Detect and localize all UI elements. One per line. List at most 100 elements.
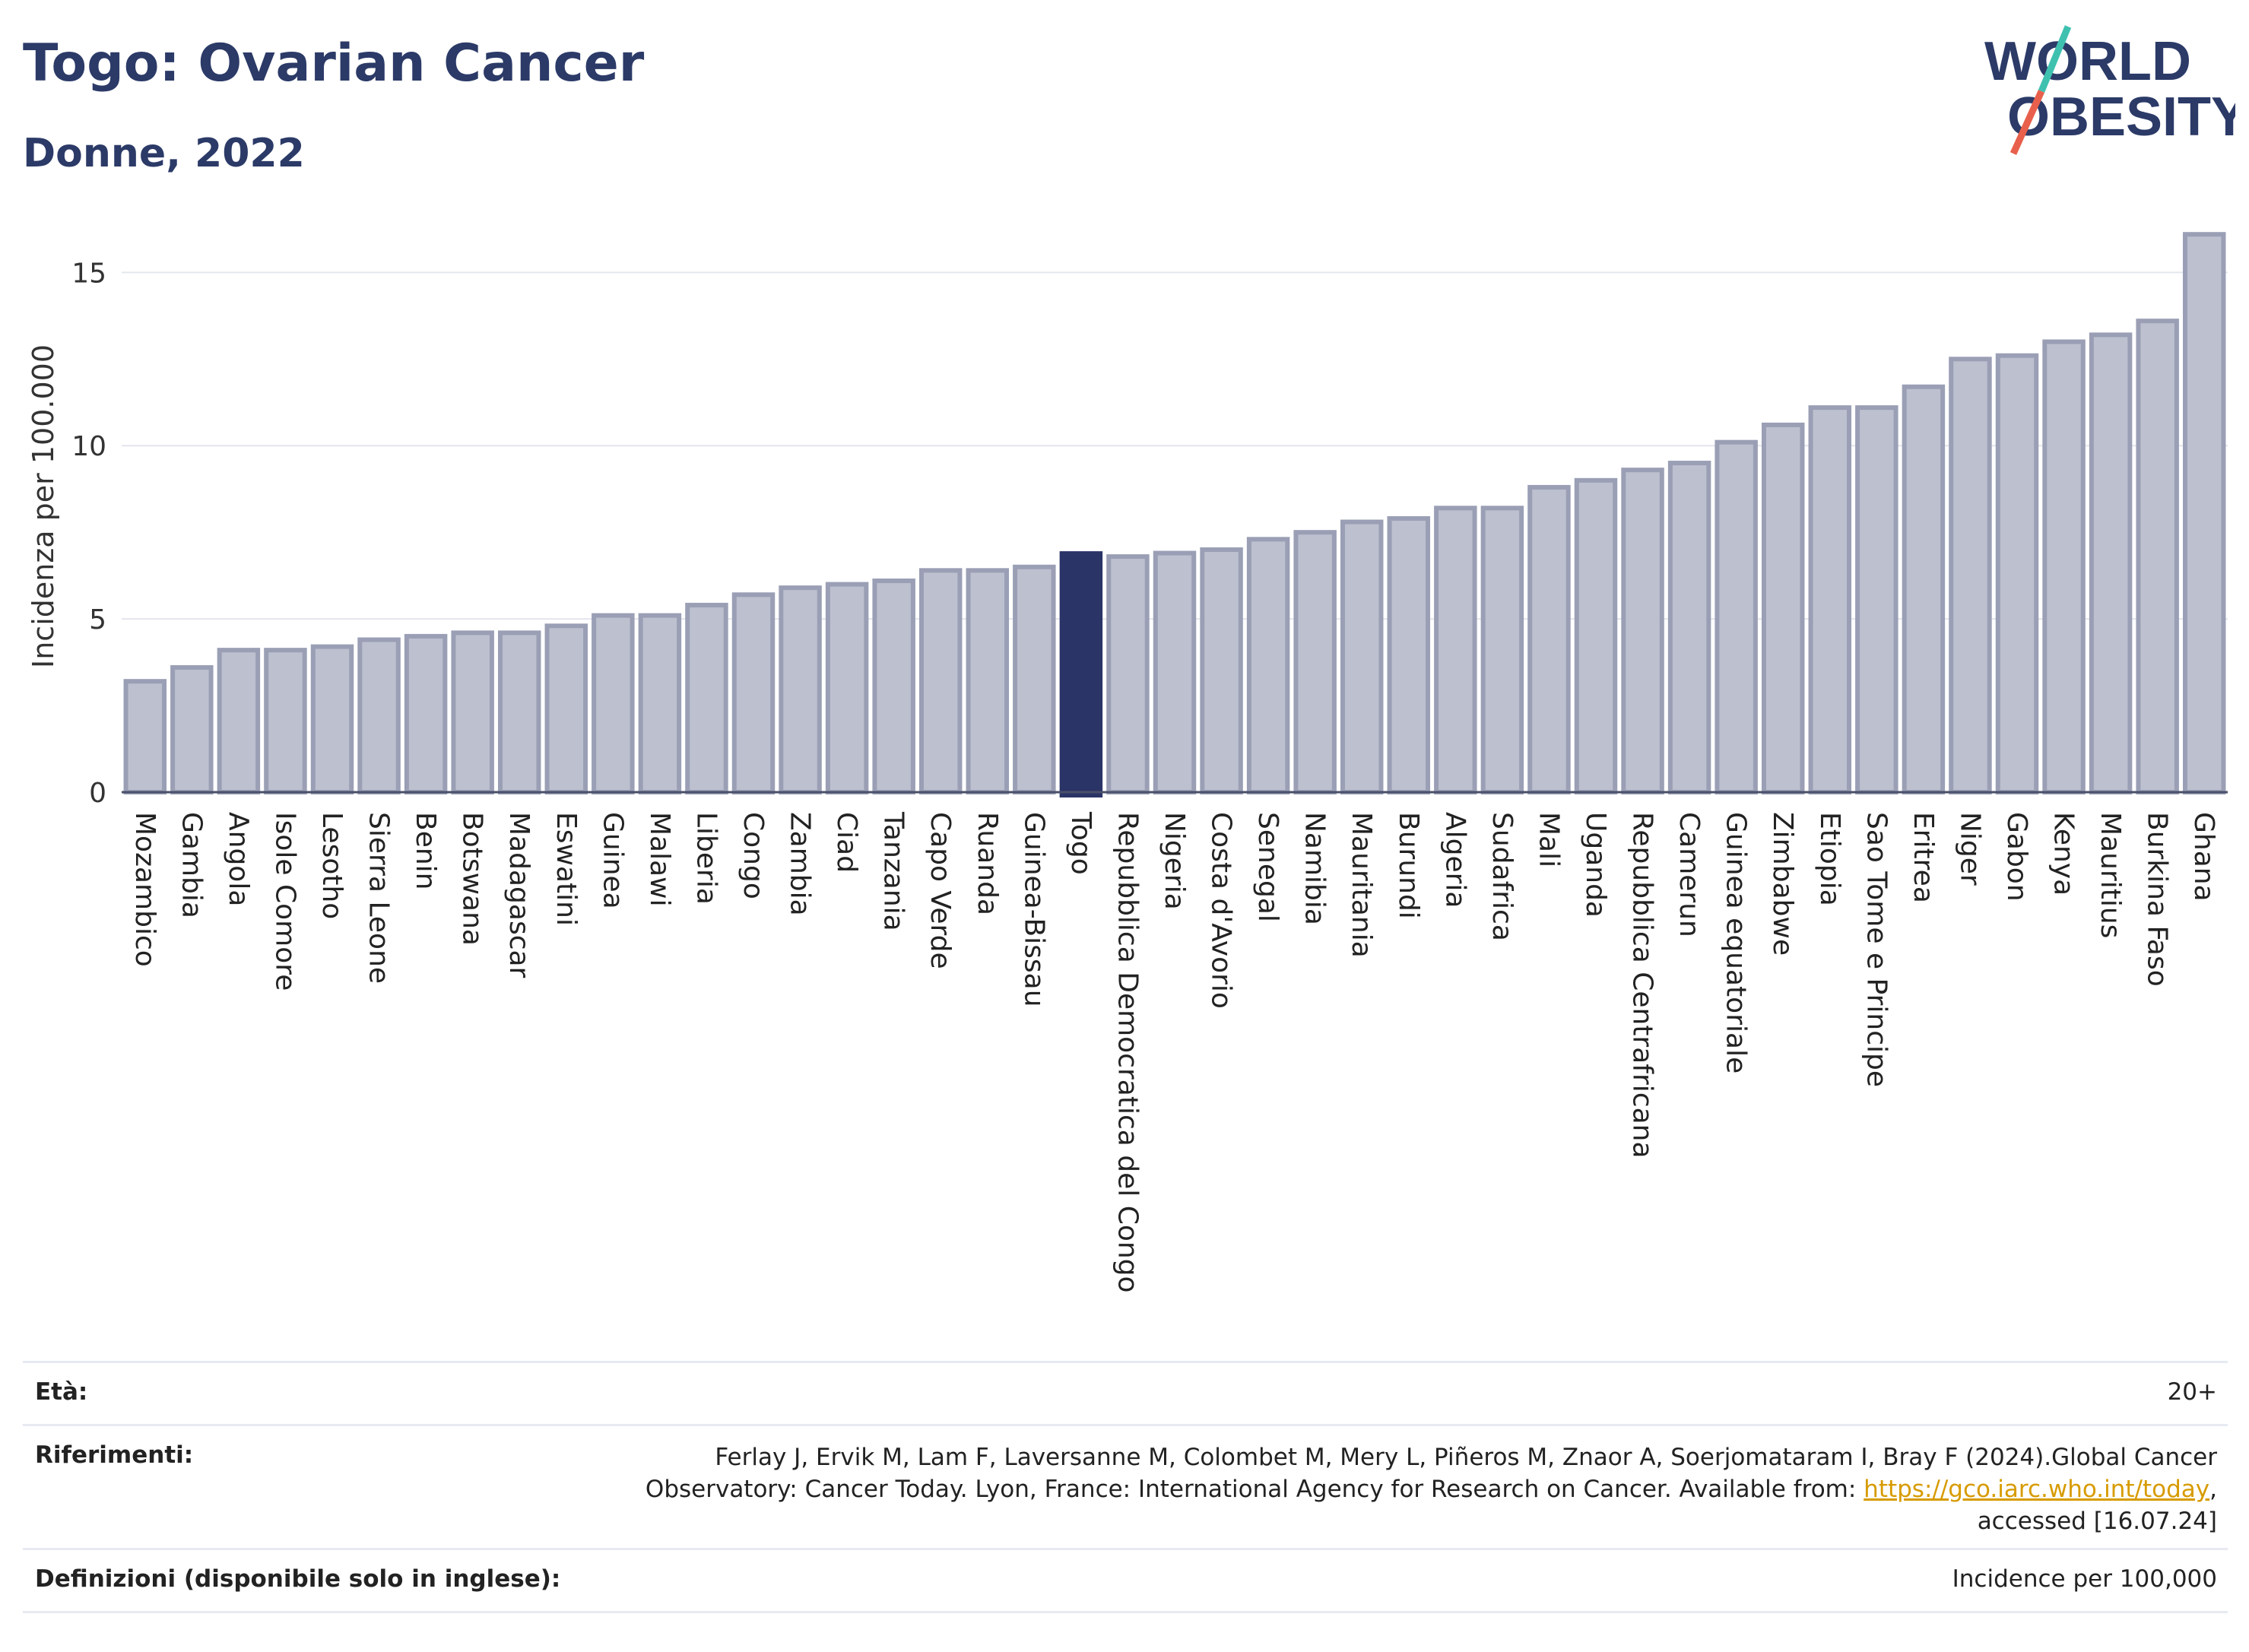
bar bbox=[2042, 339, 2086, 794]
bar bbox=[1902, 384, 1946, 795]
bar bbox=[1340, 519, 1384, 794]
bar bbox=[2182, 232, 2226, 795]
bar bbox=[264, 648, 307, 795]
bar bbox=[966, 568, 1010, 794]
bar bbox=[1200, 547, 1243, 795]
x-tick-label: Botswana bbox=[457, 812, 488, 946]
bar bbox=[592, 613, 635, 795]
x-tick-label: Algeria bbox=[1439, 812, 1470, 908]
bar bbox=[1246, 537, 1290, 795]
x-tick-label: Kenya bbox=[2048, 812, 2079, 896]
bar bbox=[1761, 422, 1805, 794]
logo-line1: WORLD bbox=[1984, 31, 2191, 92]
footer-row-age: Età: 20+ bbox=[23, 1361, 2228, 1424]
x-tick-label: Guinea equatoriale bbox=[1721, 812, 1752, 1073]
footer-table: Età: 20+ Riferimenti: Ferlay J, Ervik M,… bbox=[23, 1361, 2228, 1613]
bar bbox=[638, 613, 682, 795]
x-tick-label: Repubblica Democratica del Congo bbox=[1112, 812, 1143, 1293]
bar bbox=[1387, 515, 1431, 795]
bar bbox=[1153, 550, 1197, 794]
bar bbox=[779, 585, 822, 794]
bar bbox=[544, 623, 588, 795]
bar bbox=[404, 633, 448, 795]
bar bbox=[1527, 484, 1571, 795]
x-tick-label: Uganda bbox=[1580, 812, 1611, 918]
references-value: Ferlay J, Ervik M, Lam F, Laversanne M, … bbox=[560, 1441, 2217, 1537]
chart-subtitle: Donne, 2022 bbox=[23, 131, 305, 176]
x-tick-label: Mauritius bbox=[2095, 812, 2126, 938]
bar bbox=[1667, 461, 1711, 794]
bar bbox=[497, 630, 541, 794]
x-tick-label: Eswatini bbox=[550, 812, 582, 926]
bar bbox=[2089, 332, 2133, 794]
x-tick-label: Eritrea bbox=[1908, 812, 1939, 903]
definitions-value: Incidence per 100,000 bbox=[1952, 1565, 2217, 1593]
x-tick-label: Madagascar bbox=[503, 812, 534, 978]
x-tick-label: Repubblica Centrafricana bbox=[1627, 812, 1658, 1159]
x-tick-label: Camerun bbox=[1673, 812, 1705, 937]
definitions-label: Definizioni (disponibile solo in inglese… bbox=[35, 1565, 561, 1593]
bar bbox=[1480, 506, 1524, 795]
x-tick-label: Zimbabwe bbox=[1767, 812, 1798, 956]
bar bbox=[123, 679, 167, 795]
bar-chart: 0 5 10 15 Incidenza per 100.000 Mozambico Gamb… bbox=[27, 232, 2228, 1293]
x-tick-label: Sao Tome e Principe bbox=[1860, 812, 1892, 1087]
x-tick-label: Niger bbox=[1954, 812, 1985, 886]
bar bbox=[1059, 551, 1103, 797]
references-label: Riferimenti: bbox=[35, 1441, 194, 1469]
world-obesity-logo: WORLD OBESITY bbox=[1984, 25, 2235, 155]
bar bbox=[1293, 530, 1337, 794]
x-tick-label: Mauritania bbox=[1346, 812, 1377, 958]
footer-row-references: Riferimenti: Ferlay J, Ervik M, Lam F, L… bbox=[23, 1424, 2228, 1548]
y-tick-label: 10 bbox=[71, 431, 106, 462]
x-tick-label: Isole Comore bbox=[269, 812, 300, 991]
x-tick-label: Lesotho bbox=[316, 812, 347, 919]
x-tick-label: Gambia bbox=[176, 812, 207, 918]
x-tick-label: Congo bbox=[738, 812, 769, 899]
bar bbox=[872, 578, 915, 794]
x-tick-label: Mozambico bbox=[129, 812, 160, 967]
x-tick-label: Ghana bbox=[2188, 812, 2219, 902]
footer-row-definitions: Definizioni (disponibile solo in inglese… bbox=[23, 1548, 2228, 1613]
x-tick-label: Sierra Leone bbox=[363, 812, 395, 984]
bar bbox=[1855, 405, 1898, 794]
age-value: 20+ bbox=[2167, 1378, 2217, 1406]
bar bbox=[825, 582, 869, 795]
y-tick-label: 0 bbox=[89, 778, 106, 809]
x-tick-label: Sudafrica bbox=[1486, 812, 1518, 941]
y-tick-label: 15 bbox=[71, 258, 106, 289]
x-tick-label: Namibia bbox=[1299, 812, 1331, 925]
x-tick-label: Guinea bbox=[597, 812, 628, 909]
references-text-end: , accessed [16.07.24] bbox=[1977, 1476, 2217, 1535]
bar bbox=[310, 644, 354, 795]
bar bbox=[685, 602, 728, 795]
references-link[interactable]: https://gco.iarc.who.int/today bbox=[1864, 1476, 2210, 1503]
y-tick-label: 5 bbox=[89, 604, 106, 636]
x-tick-label: Burkina Faso bbox=[2142, 812, 2173, 987]
x-tick-label: Togo bbox=[1065, 811, 1096, 875]
bar bbox=[2136, 319, 2179, 795]
x-tick-label: Benin bbox=[410, 812, 441, 889]
x-tick-label: Gabon bbox=[2001, 812, 2032, 902]
bar bbox=[1949, 357, 1992, 794]
bar bbox=[451, 630, 494, 794]
bar bbox=[731, 592, 776, 795]
y-axis-label: Incidenza per 100.000 bbox=[27, 344, 60, 668]
x-tick-label: Mali bbox=[1533, 812, 1564, 867]
x-tick-label: Ruanda bbox=[972, 812, 1003, 915]
bar bbox=[217, 648, 261, 795]
x-tick-label: Burundi bbox=[1393, 812, 1424, 919]
references-text: Ferlay J, Ervik M, Lam F, Laversanne M, … bbox=[645, 1444, 2217, 1503]
bar bbox=[357, 637, 401, 795]
x-tick-label: Malawi bbox=[644, 812, 675, 907]
x-tick-label: Capo Verde bbox=[925, 812, 956, 969]
bar bbox=[918, 568, 963, 794]
x-tick-label: Costa d'Avorio bbox=[1206, 812, 1237, 1009]
x-tick-label: Nigeria bbox=[1159, 812, 1190, 910]
age-label: Età: bbox=[35, 1378, 88, 1406]
bar bbox=[1574, 477, 1618, 794]
bar bbox=[1808, 405, 1852, 794]
chart-title: Togo: Ovarian Cancer bbox=[23, 33, 645, 94]
logo-line2: OBESITY bbox=[2007, 87, 2235, 147]
x-tick-label: Tanzania bbox=[878, 811, 909, 931]
